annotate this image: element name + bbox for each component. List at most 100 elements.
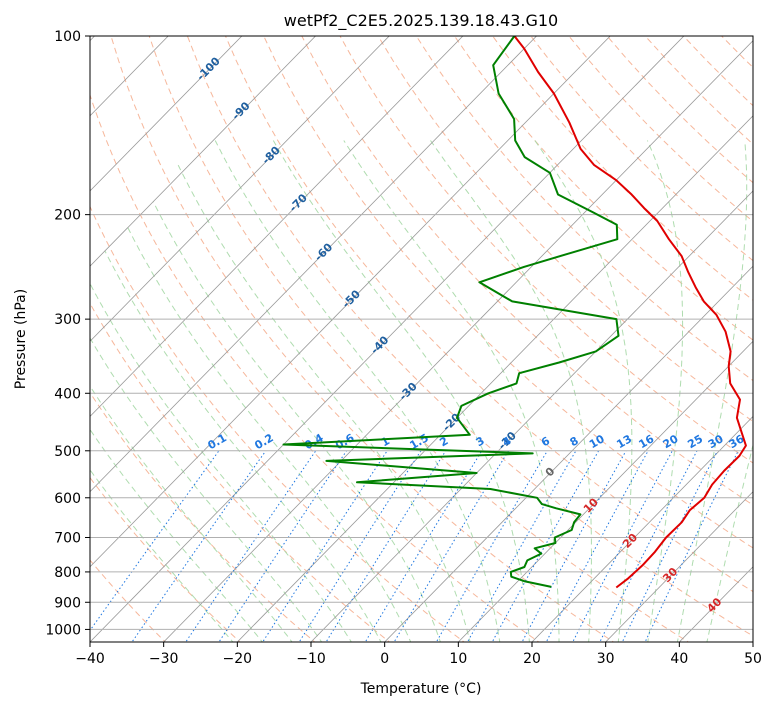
moist-adiabat <box>90 469 234 642</box>
isotherm-line <box>384 265 753 642</box>
mixing-ratio-line <box>364 450 483 642</box>
dry-adiabat <box>644 36 753 145</box>
isotherm-line <box>90 36 317 267</box>
mixing-ratio-label: 20 <box>661 432 681 451</box>
isotherm-line <box>90 36 464 418</box>
y-tick-label: 800 <box>54 565 81 581</box>
dry-adiabat <box>606 36 753 184</box>
mixing-ratio-label: 3 <box>474 434 487 449</box>
x-tick-label: 10 <box>449 651 467 667</box>
y-tick-label: 100 <box>54 29 81 45</box>
mixing-ratio-line <box>435 450 548 642</box>
x-tick-label: −20 <box>223 651 253 667</box>
isotherm-line <box>90 36 538 493</box>
moist-adiabat <box>214 140 501 642</box>
mixing-ratio-line <box>131 450 267 642</box>
isotherm-line <box>90 36 390 342</box>
y-tick-label: 300 <box>54 312 81 328</box>
x-tick-label: 30 <box>597 651 615 667</box>
mixing-ratio-line <box>491 450 600 642</box>
dry-adiabat <box>301 36 753 506</box>
isotherm-label: -80 <box>260 144 283 167</box>
isotherm-line <box>310 190 753 642</box>
mixing-ratio-line <box>262 450 388 642</box>
isotherm-label: 0 <box>543 465 558 480</box>
moist-adiabat <box>706 442 753 642</box>
isotherm-label: -50 <box>340 287 363 310</box>
isotherm-line <box>457 340 753 642</box>
moist-adiabat <box>90 385 293 642</box>
y-tick-label: 400 <box>54 386 81 402</box>
dry-adiabat <box>90 476 241 642</box>
x-tick-label: 40 <box>670 651 688 667</box>
moist-adiabat <box>104 250 382 642</box>
x-tick-label: 20 <box>523 651 541 667</box>
mixing-ratio-line <box>218 450 348 642</box>
x-tick-label: −40 <box>75 651 105 667</box>
y-tick-label: 200 <box>54 208 81 224</box>
pressure-grid <box>90 36 753 630</box>
isotherm-line <box>605 491 753 642</box>
moist-adiabat <box>343 140 560 642</box>
mixing-ratio-line <box>90 450 220 632</box>
mixing-ratio-line <box>545 450 649 642</box>
x-tick-label: 50 <box>744 651 762 667</box>
dry-adiabat <box>225 36 753 593</box>
x-tick-label: 0 <box>380 651 389 667</box>
mixing-ratio-line <box>393 450 509 642</box>
isotherm-label: 10 <box>581 495 601 515</box>
mixing-ratio-label: 30 <box>706 432 726 451</box>
isotherm-line <box>236 115 753 642</box>
mixing-ratio-label: 8 <box>568 434 581 449</box>
x-axis-ticks: −40 −30 −20 −10 0 10 20 30 40 50 <box>75 642 762 667</box>
mixing-ratio-label: 13 <box>614 432 634 451</box>
y-tick-label: 1000 <box>45 622 81 638</box>
moist-adiabat <box>127 226 412 642</box>
x-tick-label: −30 <box>149 651 179 667</box>
moist-adiabat <box>90 282 352 642</box>
dry-adiabat <box>415 36 753 382</box>
mixing-ratio-label: 10 <box>587 432 607 451</box>
mixing-ratio-line <box>599 450 698 642</box>
moist-adiabat <box>534 140 633 642</box>
temperature-profile <box>513 36 747 589</box>
chart-title: wetPf2_C2E5.2025.139.18.43.G10 <box>284 11 558 31</box>
sounding-profiles <box>282 36 747 589</box>
isotherm-line <box>163 40 753 642</box>
mixing-ratio-label: 0.2 <box>252 431 275 452</box>
y-tick-label: 600 <box>54 491 81 507</box>
mixing-ratio-line <box>185 450 317 642</box>
plot-frame <box>89 35 754 643</box>
isotherm-label: -60 <box>312 240 335 263</box>
isotherm-line <box>752 641 753 642</box>
moist-adiabat <box>177 164 471 642</box>
dry-adiabat <box>683 36 753 107</box>
isotherm-label: -40 <box>368 333 391 356</box>
y-tick-label: 900 <box>54 595 81 611</box>
mixing-ratio-line <box>298 450 422 642</box>
moist-adiabat <box>90 337 323 642</box>
dry-adiabat <box>721 36 753 69</box>
y-tick-label: 700 <box>54 531 81 547</box>
moist-adiabat <box>676 140 748 642</box>
isotherm-label: 30 <box>660 565 680 585</box>
dry-adiabat <box>339 36 753 464</box>
dewpoint-profile <box>282 36 620 588</box>
mixing-ratio-line <box>621 450 718 642</box>
dry-adiabat <box>492 36 753 301</box>
isotherm-line <box>90 36 243 192</box>
isotherm-label: -90 <box>229 99 252 122</box>
isotherm-line <box>90 36 611 568</box>
isotherm-label: -30 <box>397 380 420 403</box>
isotherm-line <box>531 415 753 642</box>
dry-adiabat <box>568 36 753 223</box>
dry-adiabat <box>263 36 753 549</box>
moist-adiabat <box>90 428 264 642</box>
isotherm-line <box>90 36 685 642</box>
x-axis-label: Temperature (°C) <box>360 681 482 697</box>
x-tick-label: −10 <box>296 651 326 667</box>
isotherm-label: 40 <box>704 595 724 615</box>
y-axis-ticks: 100 200 300 400 500 600 700 800 900 1000 <box>45 29 90 638</box>
mixing-ratio-line <box>521 450 627 642</box>
